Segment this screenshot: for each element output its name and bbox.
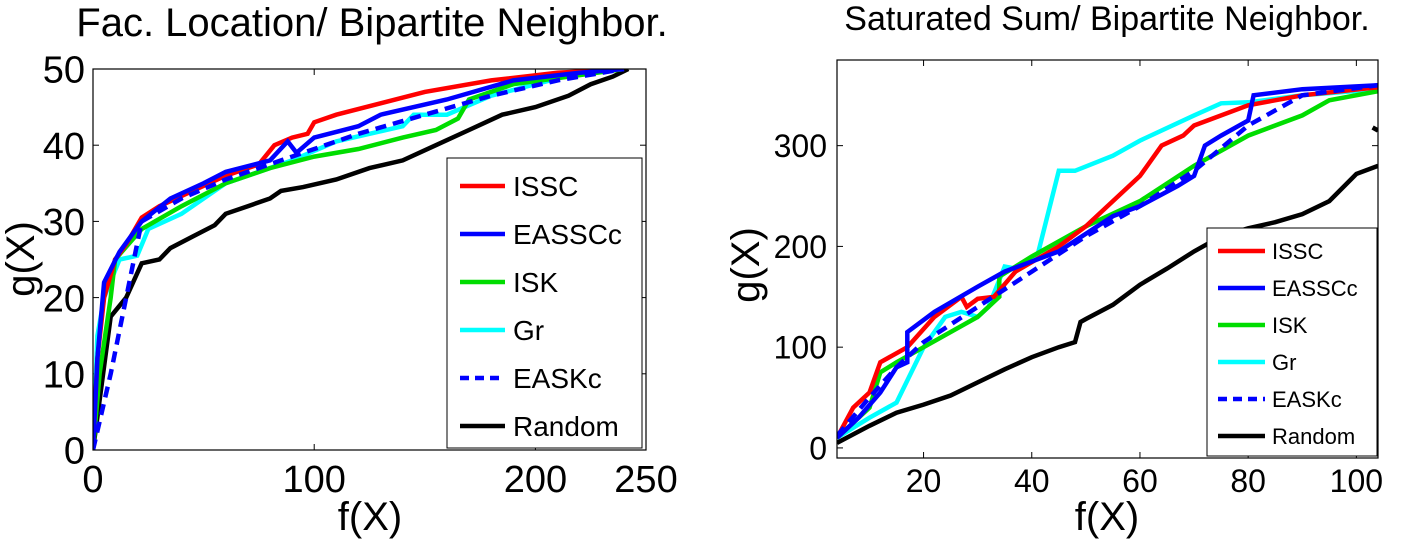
plot-frame bbox=[92, 68, 647, 451]
legend-label: EASKc bbox=[513, 363, 602, 394]
series-group bbox=[837, 82, 1378, 445]
y-tick-label: 20 bbox=[43, 278, 85, 320]
legend: ISSC EASSCc ISK Gr EASKc Random bbox=[446, 157, 643, 449]
legend-label: EASKc bbox=[1272, 387, 1342, 412]
y-tick-label: 30 bbox=[43, 202, 85, 244]
y-tick-label: 10 bbox=[43, 354, 85, 396]
series-group bbox=[93, 69, 630, 450]
series-line-easkc bbox=[837, 82, 1378, 438]
legend: ISSC EASSCc ISK Gr EASKc Random bbox=[1206, 227, 1378, 457]
y-tick-label: 40 bbox=[43, 126, 85, 168]
y-tick-label: 50 bbox=[43, 50, 85, 92]
y-axis-label: g(X) bbox=[724, 227, 768, 303]
plot-area bbox=[837, 82, 1378, 445]
x-tick-label: 60 bbox=[1122, 463, 1158, 499]
legend-box bbox=[446, 157, 643, 449]
legend-label: ISK bbox=[513, 267, 558, 298]
x-tick-label: 80 bbox=[1230, 463, 1266, 499]
tick-group: 0 100 200 250 0 10 20 30 40 50 bbox=[43, 50, 678, 501]
tick-group: 20 40 60 80 100 0 100 200 300 bbox=[774, 60, 1383, 499]
y-tick-label: 100 bbox=[774, 330, 827, 366]
legend-box bbox=[1206, 227, 1378, 457]
legend-label: Random bbox=[513, 411, 619, 442]
legend-label: Gr bbox=[513, 315, 544, 346]
y-tick-label: 300 bbox=[774, 128, 827, 164]
x-tick-label: 200 bbox=[504, 459, 567, 501]
x-tick-label: 100 bbox=[282, 459, 345, 501]
chart-saturated-sum: Saturated Sum/ Bipartite Neighbor. 20 40 6… bbox=[724, 0, 1383, 539]
y-tick-label: 0 bbox=[64, 431, 85, 473]
series-line-easscc bbox=[93, 69, 625, 450]
x-tick-label: 250 bbox=[614, 459, 677, 501]
x-tick-label: 100 bbox=[1330, 463, 1383, 499]
chart-fac-location: Fac. Location/ Bipartite Neighbor. 0 100 2… bbox=[0, 1, 678, 539]
plot-area bbox=[93, 69, 630, 450]
chart-title: Saturated Sum/ Bipartite Neighbor. bbox=[844, 0, 1369, 38]
x-tick-label: 40 bbox=[1014, 463, 1050, 499]
y-tick-label: 0 bbox=[809, 430, 827, 466]
legend-label: EASSCc bbox=[1272, 276, 1358, 301]
y-axis-label: g(X) bbox=[0, 221, 43, 297]
x-axis-label: f(X) bbox=[1075, 495, 1139, 539]
y-tick-label: 200 bbox=[774, 229, 827, 265]
chart-title: Fac. Location/ Bipartite Neighbor. bbox=[76, 1, 667, 45]
legend-label: Random bbox=[1272, 424, 1355, 449]
x-tick-label: 20 bbox=[906, 463, 942, 499]
series-line-fragment bbox=[1371, 125, 1378, 133]
series-line-easkc bbox=[93, 69, 625, 450]
x-tick-label: 0 bbox=[82, 459, 103, 501]
legend-label: EASSCc bbox=[513, 219, 622, 250]
plot-frame bbox=[836, 59, 1379, 459]
legend-label: ISSC bbox=[1272, 239, 1323, 264]
series-line-issc bbox=[837, 84, 1378, 439]
legend-label: ISSC bbox=[513, 171, 578, 202]
legend-label: Gr bbox=[1272, 350, 1296, 375]
series-line-random bbox=[837, 163, 1378, 445]
x-axis-label: f(X) bbox=[338, 495, 402, 539]
series-line-random bbox=[93, 69, 630, 450]
legend-label: ISK bbox=[1272, 313, 1308, 338]
